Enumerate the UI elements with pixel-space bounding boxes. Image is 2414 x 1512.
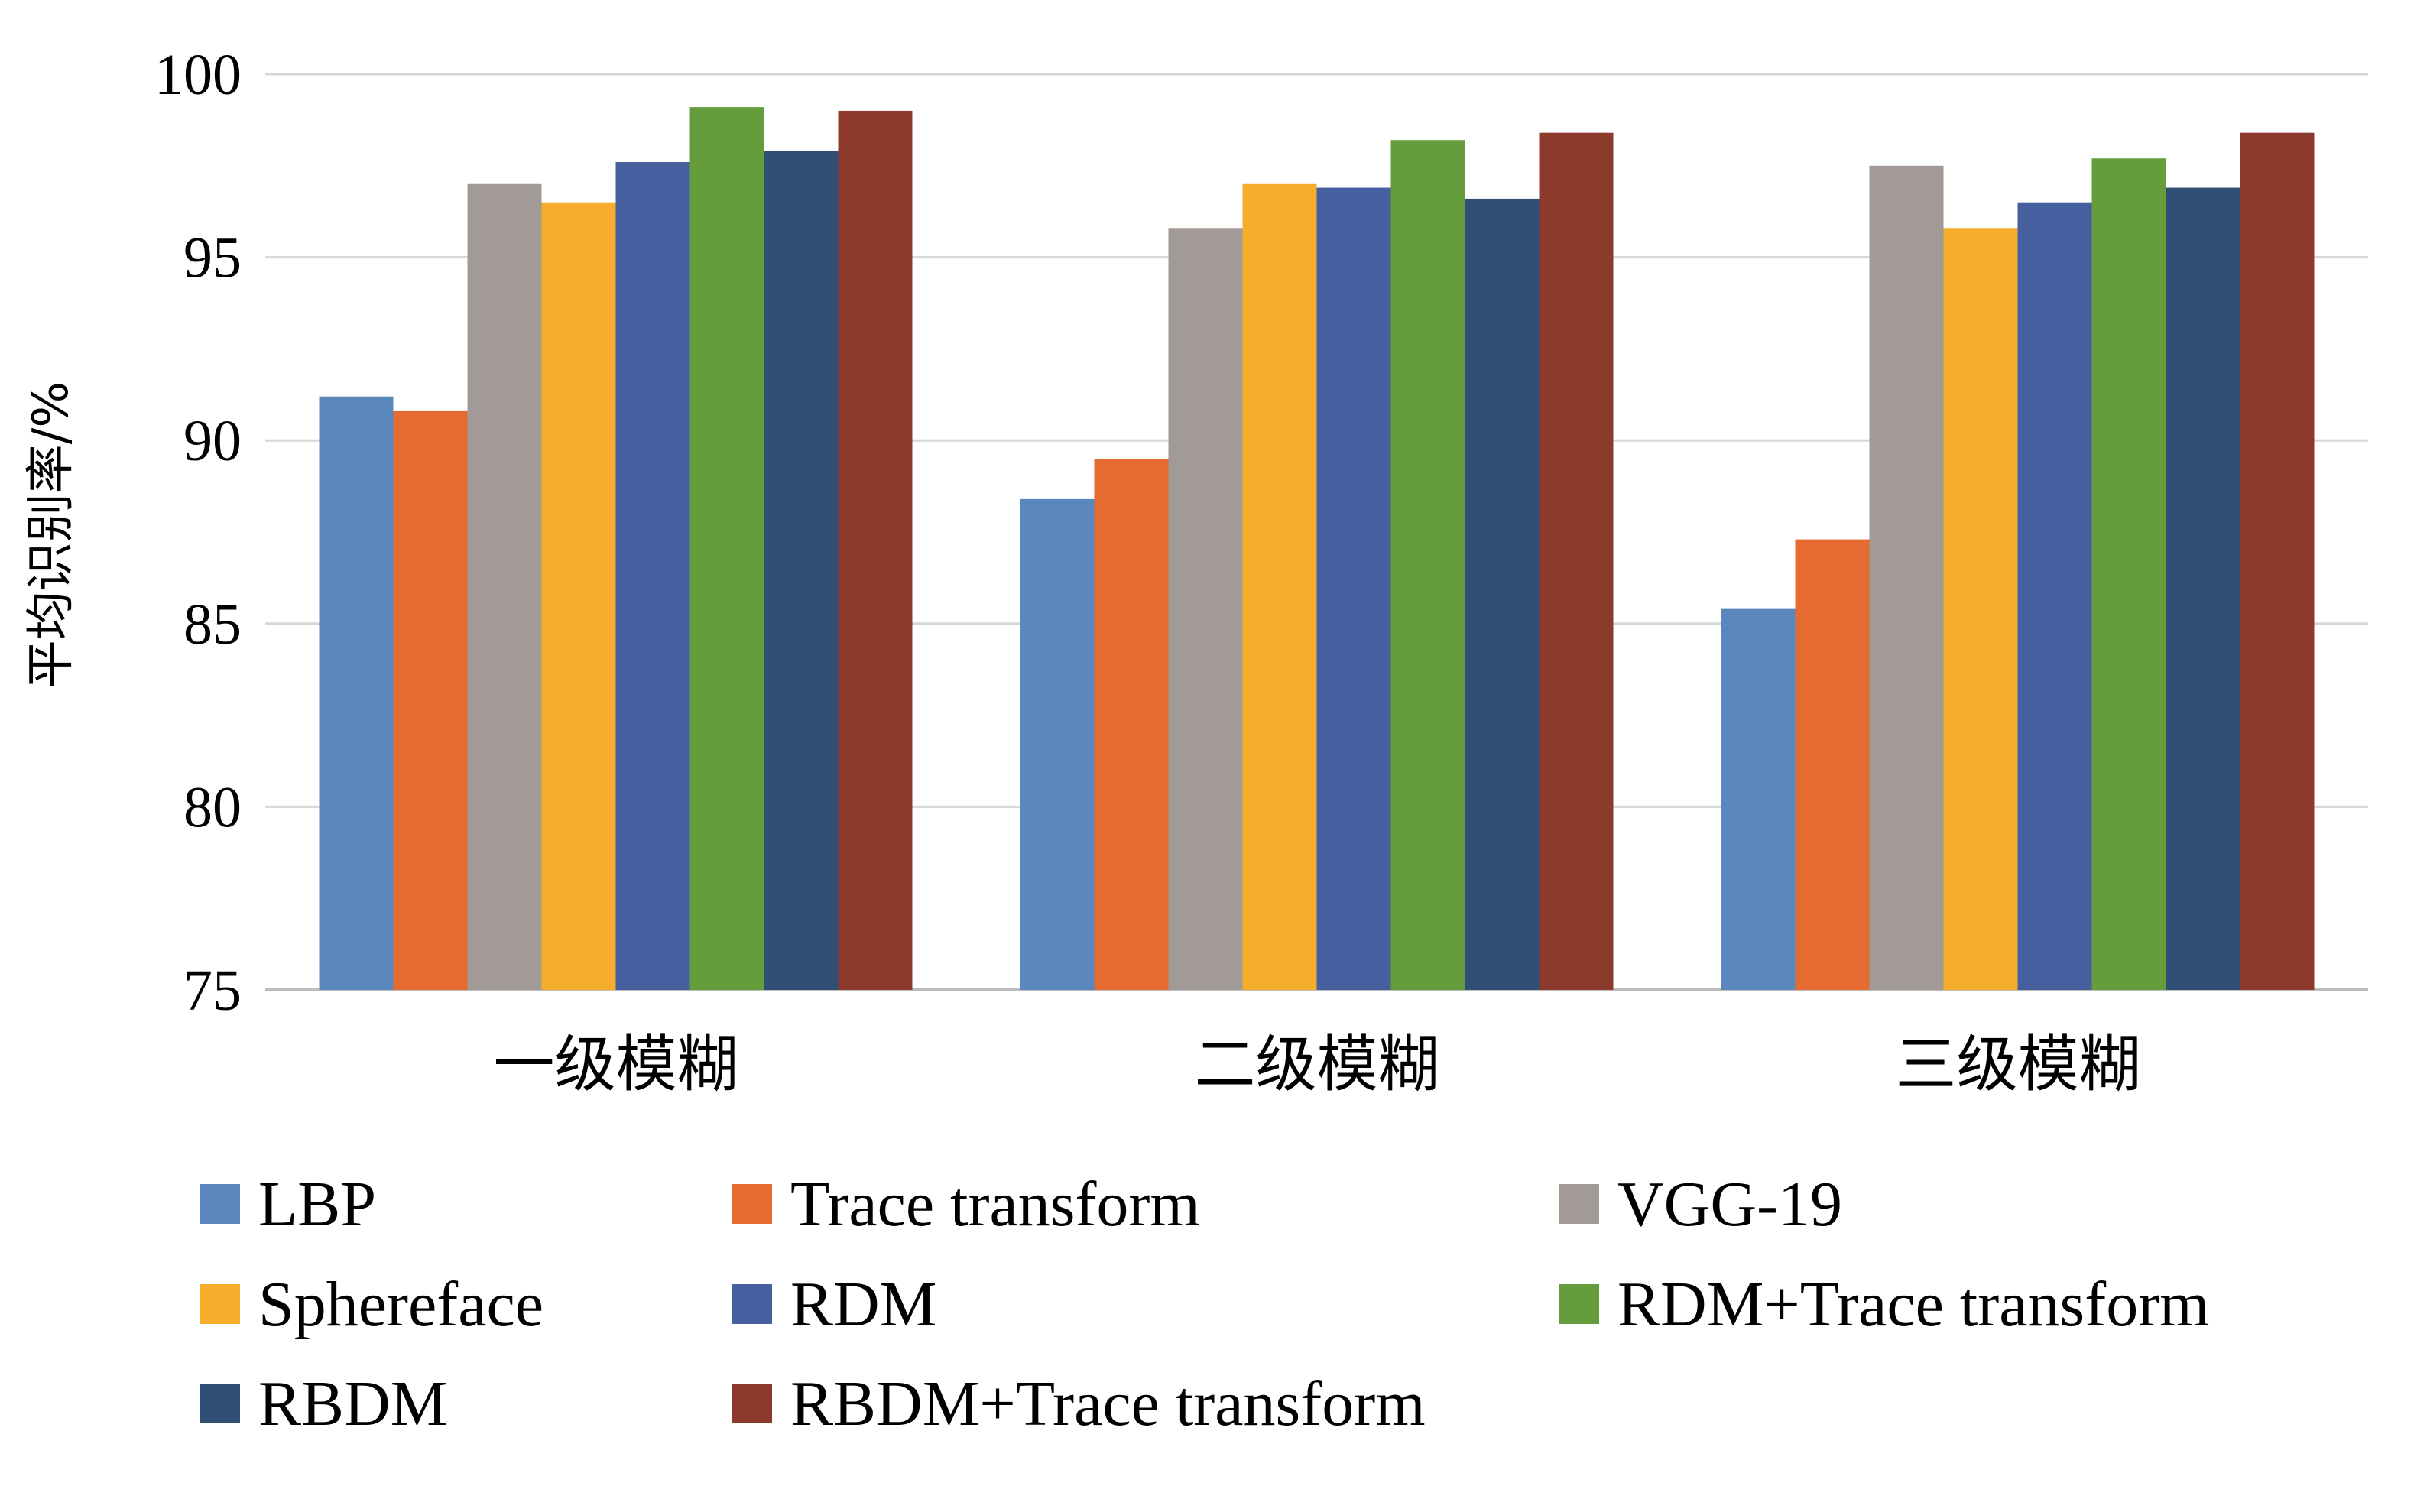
legend-label: RDM [790, 1269, 936, 1340]
x-axis-categories: 一级模糊 二级模糊 三级模糊 [494, 1029, 2140, 1100]
bar [1795, 539, 1870, 990]
y-tick-label: 80 [183, 775, 242, 839]
legend-label: RDM+Trace transform [1617, 1269, 2210, 1340]
bar [838, 110, 913, 990]
y-axis-label: 平均识别率/% [23, 381, 79, 689]
bar [689, 107, 764, 990]
bar [1316, 187, 1391, 990]
bar [2240, 132, 2315, 990]
legend-label: LBP [258, 1169, 376, 1240]
bar [1020, 498, 1095, 990]
bar [1242, 183, 1317, 990]
y-axis-ticks: 75 80 85 90 95 100 [154, 43, 242, 1023]
bar [764, 151, 839, 991]
legend-label: Trace transform [790, 1169, 1200, 1240]
legend-swatch [200, 1384, 240, 1423]
bar [1869, 165, 1944, 990]
bar [541, 202, 616, 991]
x-category-label: 一级模糊 [494, 1029, 738, 1100]
x-category-label: 三级模糊 [1896, 1029, 2140, 1100]
bar [1539, 132, 1614, 990]
y-tick-label: 90 [183, 409, 242, 473]
bar [1943, 228, 2018, 990]
legend-label: Sphereface [258, 1269, 543, 1340]
bar [393, 410, 468, 990]
bar [615, 162, 690, 990]
legend-swatch [1559, 1184, 1599, 1224]
bar [1721, 608, 1796, 990]
y-tick-label: 100 [154, 43, 242, 107]
legend-label: RBDM+Trace transform [790, 1368, 1426, 1439]
y-tick-label: 85 [183, 592, 242, 657]
bar [2017, 202, 2092, 991]
bar [2091, 158, 2166, 990]
bar [2166, 187, 2240, 990]
bar [1168, 228, 1243, 990]
bar [1390, 140, 1465, 991]
y-tick-label: 75 [183, 959, 242, 1023]
legend-swatch [732, 1184, 772, 1224]
bars [319, 107, 2315, 991]
bar [1094, 459, 1169, 990]
legend-swatch [732, 1284, 772, 1324]
legend-swatch [200, 1284, 240, 1324]
legend-swatch [200, 1184, 240, 1224]
legend-label: VGG-19 [1617, 1169, 1842, 1240]
legend-label: RBDM [258, 1368, 447, 1439]
bar [1465, 198, 1540, 991]
legend-swatch [1559, 1284, 1599, 1324]
y-tick-label: 95 [183, 226, 242, 290]
legend-swatch [732, 1384, 772, 1423]
bar [467, 183, 542, 990]
bar [319, 396, 394, 990]
legend: LBP Trace transform VGG-19 Sphereface RDM RDM… [200, 1169, 2210, 1439]
x-category-label: 二级模糊 [1195, 1029, 1439, 1100]
